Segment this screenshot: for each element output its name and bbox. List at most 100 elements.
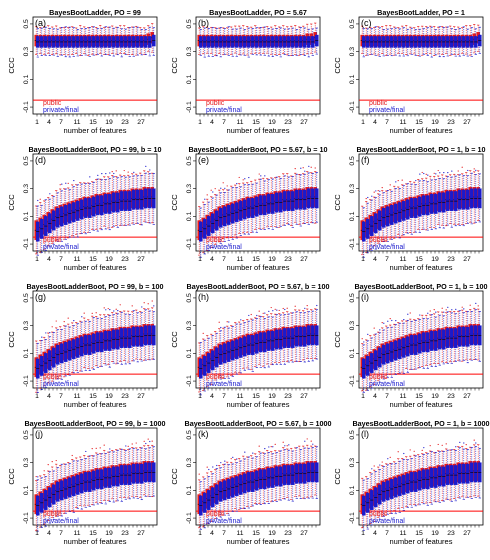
outlier-point xyxy=(467,169,469,172)
outlier-point xyxy=(268,446,270,448)
y-tick-label: 0.5 xyxy=(23,293,30,303)
y-tick-label: -0.1 xyxy=(23,375,30,387)
y-tick-label: 0.1 xyxy=(186,348,193,358)
x-tick-label: 11 xyxy=(399,256,406,263)
outlier-point xyxy=(49,193,51,195)
outlier-point xyxy=(437,443,439,446)
outlier-point xyxy=(455,308,457,310)
outlier-point xyxy=(109,448,111,450)
outlier-point xyxy=(214,188,216,190)
outlier-point xyxy=(244,451,246,453)
x-axis-label: number of features xyxy=(390,537,453,546)
x-tick-label: 15 xyxy=(415,119,423,126)
x-axis-label: number of features xyxy=(64,126,127,135)
y-tick-label: -0.1 xyxy=(349,512,356,524)
outlier-point xyxy=(459,441,461,444)
outlier-point xyxy=(274,443,276,445)
outlier-point xyxy=(441,444,443,446)
outlier-point xyxy=(151,440,153,442)
outlier-point xyxy=(306,305,308,307)
chart-panel: BayesBootLadder, PO = 5.67 -0.1 0.1 0.3 0.5 C… xyxy=(170,8,321,135)
outlier-point xyxy=(389,456,391,459)
outlier-point xyxy=(381,461,383,463)
outlier-point xyxy=(272,446,274,448)
chart-panel: BayesBootLadderBoot, PO = 99, b = 100 -0.… xyxy=(7,282,164,409)
outlier-point xyxy=(423,447,425,449)
x-tick-label: 15 xyxy=(89,119,97,126)
x-tick-label: 19 xyxy=(105,530,113,537)
y-axis-label: CCC xyxy=(333,331,342,348)
outlier-point xyxy=(141,306,143,308)
outlier-point xyxy=(310,440,312,442)
x-tick-label: 11 xyxy=(73,393,80,400)
outlier-point xyxy=(220,462,222,464)
y-tick-label: 0.1 xyxy=(186,485,193,495)
y-tick-label: -0.1 xyxy=(23,512,30,524)
outlier-point xyxy=(409,449,411,451)
outlier-point xyxy=(45,332,47,334)
legend-public: public xyxy=(369,237,388,244)
outlier-point xyxy=(447,171,449,174)
y-tick-label: -0.1 xyxy=(186,375,193,387)
outlier-point xyxy=(51,326,53,328)
outlier-point xyxy=(125,445,127,447)
outlier-point xyxy=(131,443,133,445)
x-tick-label: 27 xyxy=(300,530,308,537)
legend-public: public xyxy=(369,100,388,107)
outlier-point xyxy=(312,443,314,445)
panel-label: (g) xyxy=(35,292,46,302)
outlier-point xyxy=(419,314,421,316)
x-tick-label: 19 xyxy=(431,530,439,537)
outlier-point xyxy=(248,176,250,179)
outlier-point xyxy=(427,174,429,176)
plot-frame xyxy=(32,153,158,252)
outlier-point xyxy=(437,169,439,172)
x-tick-label: 15 xyxy=(415,530,423,537)
panel-label: (d) xyxy=(35,155,46,165)
chart-panel: BayesBootLadderBoot, PO = 5.67, b = 1000… xyxy=(170,419,332,546)
outlier-point xyxy=(103,444,105,446)
outlier-point xyxy=(117,309,119,312)
outlier-point xyxy=(306,438,308,440)
outlier-point xyxy=(282,307,284,310)
outlier-point xyxy=(83,312,85,314)
outlier-point xyxy=(433,172,435,174)
x-axis-label: number of features xyxy=(64,537,127,546)
x-tick-label: 23 xyxy=(447,393,455,400)
y-tick-label: 0.3 xyxy=(349,184,356,194)
outlier-point xyxy=(145,442,147,445)
x-tick-label: 4 xyxy=(210,256,214,263)
outlier-point xyxy=(107,307,109,310)
outlier-point xyxy=(286,445,288,447)
outlier-point xyxy=(373,465,375,467)
x-tick-label: 1 xyxy=(361,119,365,126)
outlier-point xyxy=(387,458,389,460)
outlier-point xyxy=(153,305,155,307)
x-tick-label: 7 xyxy=(59,256,63,263)
outlier-point xyxy=(204,198,206,200)
x-tick-label: 7 xyxy=(385,530,389,537)
outlier-point xyxy=(258,445,260,447)
x-tick-label: 4 xyxy=(373,256,377,263)
outlier-point xyxy=(131,305,133,307)
x-tick-label: 15 xyxy=(252,119,260,126)
outlier-point xyxy=(39,198,41,200)
x-tick-label: 11 xyxy=(73,530,80,537)
x-tick-label: 15 xyxy=(89,530,97,537)
outlier-point xyxy=(429,310,431,312)
chart-title: BayesBootLadderBoot, PO = 1, b = 10 xyxy=(356,145,485,154)
outlier-point xyxy=(473,168,475,170)
outlier-point xyxy=(208,468,210,471)
x-tick-label: 11 xyxy=(73,256,80,263)
y-tick-label: -0.1 xyxy=(186,101,193,113)
chart-panel: BayesBootLadderBoot, PO = 5.67, b = 100 -… xyxy=(170,282,330,409)
y-tick-label: 0.3 xyxy=(23,458,30,468)
outlier-point xyxy=(37,476,39,478)
x-tick-label: 19 xyxy=(105,393,113,400)
outlier-point xyxy=(389,318,391,320)
x-axis-label: number of features xyxy=(227,400,290,409)
x-tick-label: 7 xyxy=(385,256,389,263)
outlier-point xyxy=(371,468,373,470)
x-tick-label: 1 xyxy=(198,393,202,400)
x-tick-label: 4 xyxy=(47,119,51,126)
